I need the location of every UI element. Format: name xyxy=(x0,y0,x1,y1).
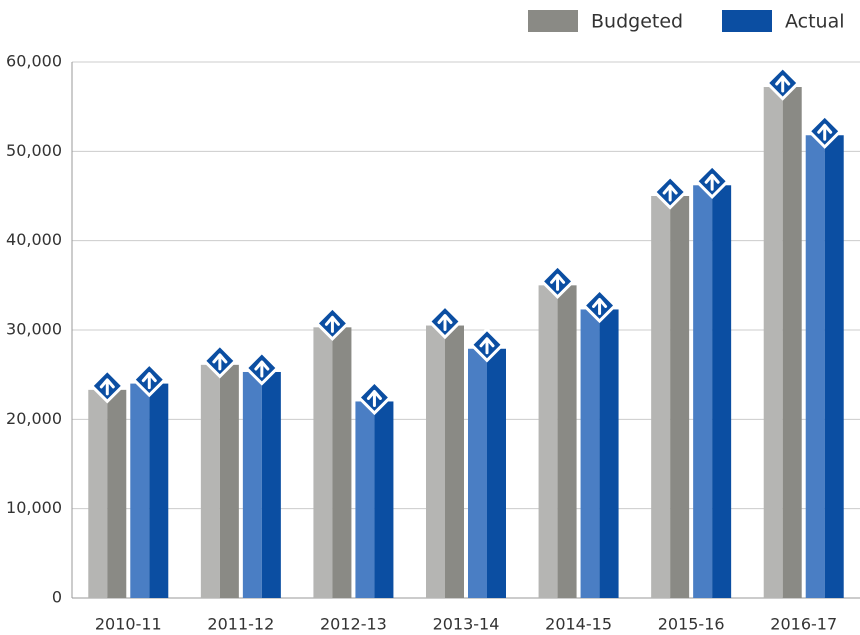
legend-label: Budgeted xyxy=(591,11,683,33)
bar-side xyxy=(149,383,169,598)
bar-side xyxy=(332,327,352,598)
x-tick-label: 2010-11 xyxy=(95,615,162,634)
bar xyxy=(538,263,577,598)
bar xyxy=(88,368,127,598)
marker-arrow xyxy=(704,173,720,191)
legend-swatch xyxy=(722,10,772,32)
bar-front xyxy=(805,135,825,598)
bar-front xyxy=(538,285,558,598)
bar xyxy=(763,65,802,598)
bar-front xyxy=(355,401,375,598)
marker-arrow xyxy=(817,123,833,141)
bar-side xyxy=(487,348,506,598)
bar-side xyxy=(782,87,802,598)
y-tick-label: 10,000 xyxy=(6,498,62,517)
bar xyxy=(468,327,506,598)
y-tick-label: 0 xyxy=(52,588,62,607)
marker-arrow xyxy=(437,314,453,332)
bar-front xyxy=(130,383,150,598)
x-tick-label: 2014-15 xyxy=(545,615,612,634)
legend: Budgeted Actual xyxy=(528,10,845,33)
y-tick-label: 60,000 xyxy=(6,52,62,71)
marker-arrow xyxy=(254,360,270,378)
bar xyxy=(805,113,844,598)
y-tick-label: 40,000 xyxy=(6,230,62,249)
bar-side xyxy=(712,185,732,598)
bar xyxy=(693,163,732,598)
marker-arrow xyxy=(99,378,115,396)
y-tick-label: 50,000 xyxy=(6,141,62,160)
bar-side xyxy=(670,196,690,598)
x-tick-label: 2016-17 xyxy=(770,615,837,634)
bar xyxy=(651,174,690,598)
marker-arrow xyxy=(662,184,678,202)
bar-front xyxy=(580,309,600,598)
marker-arrow xyxy=(324,315,340,333)
bar-front xyxy=(468,348,487,598)
x-tick-label: 2011-12 xyxy=(207,615,274,634)
bar-side xyxy=(557,285,577,598)
bar-front xyxy=(242,371,262,598)
bar xyxy=(580,287,619,598)
bar-side xyxy=(374,401,394,598)
bar xyxy=(242,350,281,598)
bar-side xyxy=(824,135,844,598)
marker-arrow xyxy=(479,337,495,355)
bar-front xyxy=(313,327,333,598)
y-tick-label: 20,000 xyxy=(6,409,62,428)
bar-side xyxy=(261,371,281,598)
legend-swatch xyxy=(528,10,578,32)
x-tick-label: 2012-13 xyxy=(320,615,387,634)
bar-side xyxy=(219,364,239,598)
bar-front xyxy=(651,196,671,598)
bar-side xyxy=(445,325,464,598)
marker-arrow xyxy=(366,389,382,407)
bar-side xyxy=(599,309,619,598)
bar-front xyxy=(426,325,445,598)
legend-label: Actual xyxy=(785,11,845,33)
marker-arrow xyxy=(212,353,228,371)
marker-arrow xyxy=(592,297,608,315)
bar-side xyxy=(107,389,127,598)
bar-front xyxy=(200,364,220,598)
x-tick-label: 2015-16 xyxy=(658,615,725,634)
bar-front xyxy=(693,185,713,598)
bar-front xyxy=(88,389,108,598)
marker-arrow xyxy=(550,273,566,291)
bar xyxy=(200,343,239,598)
bar xyxy=(355,379,394,598)
bar xyxy=(313,305,352,598)
y-tick-label: 30,000 xyxy=(6,320,62,339)
marker-arrow xyxy=(775,75,791,93)
marker-arrow xyxy=(141,372,157,390)
bar xyxy=(130,361,169,598)
bar-front xyxy=(763,87,783,598)
x-tick-label: 2013-14 xyxy=(433,615,500,634)
bar xyxy=(426,303,464,598)
